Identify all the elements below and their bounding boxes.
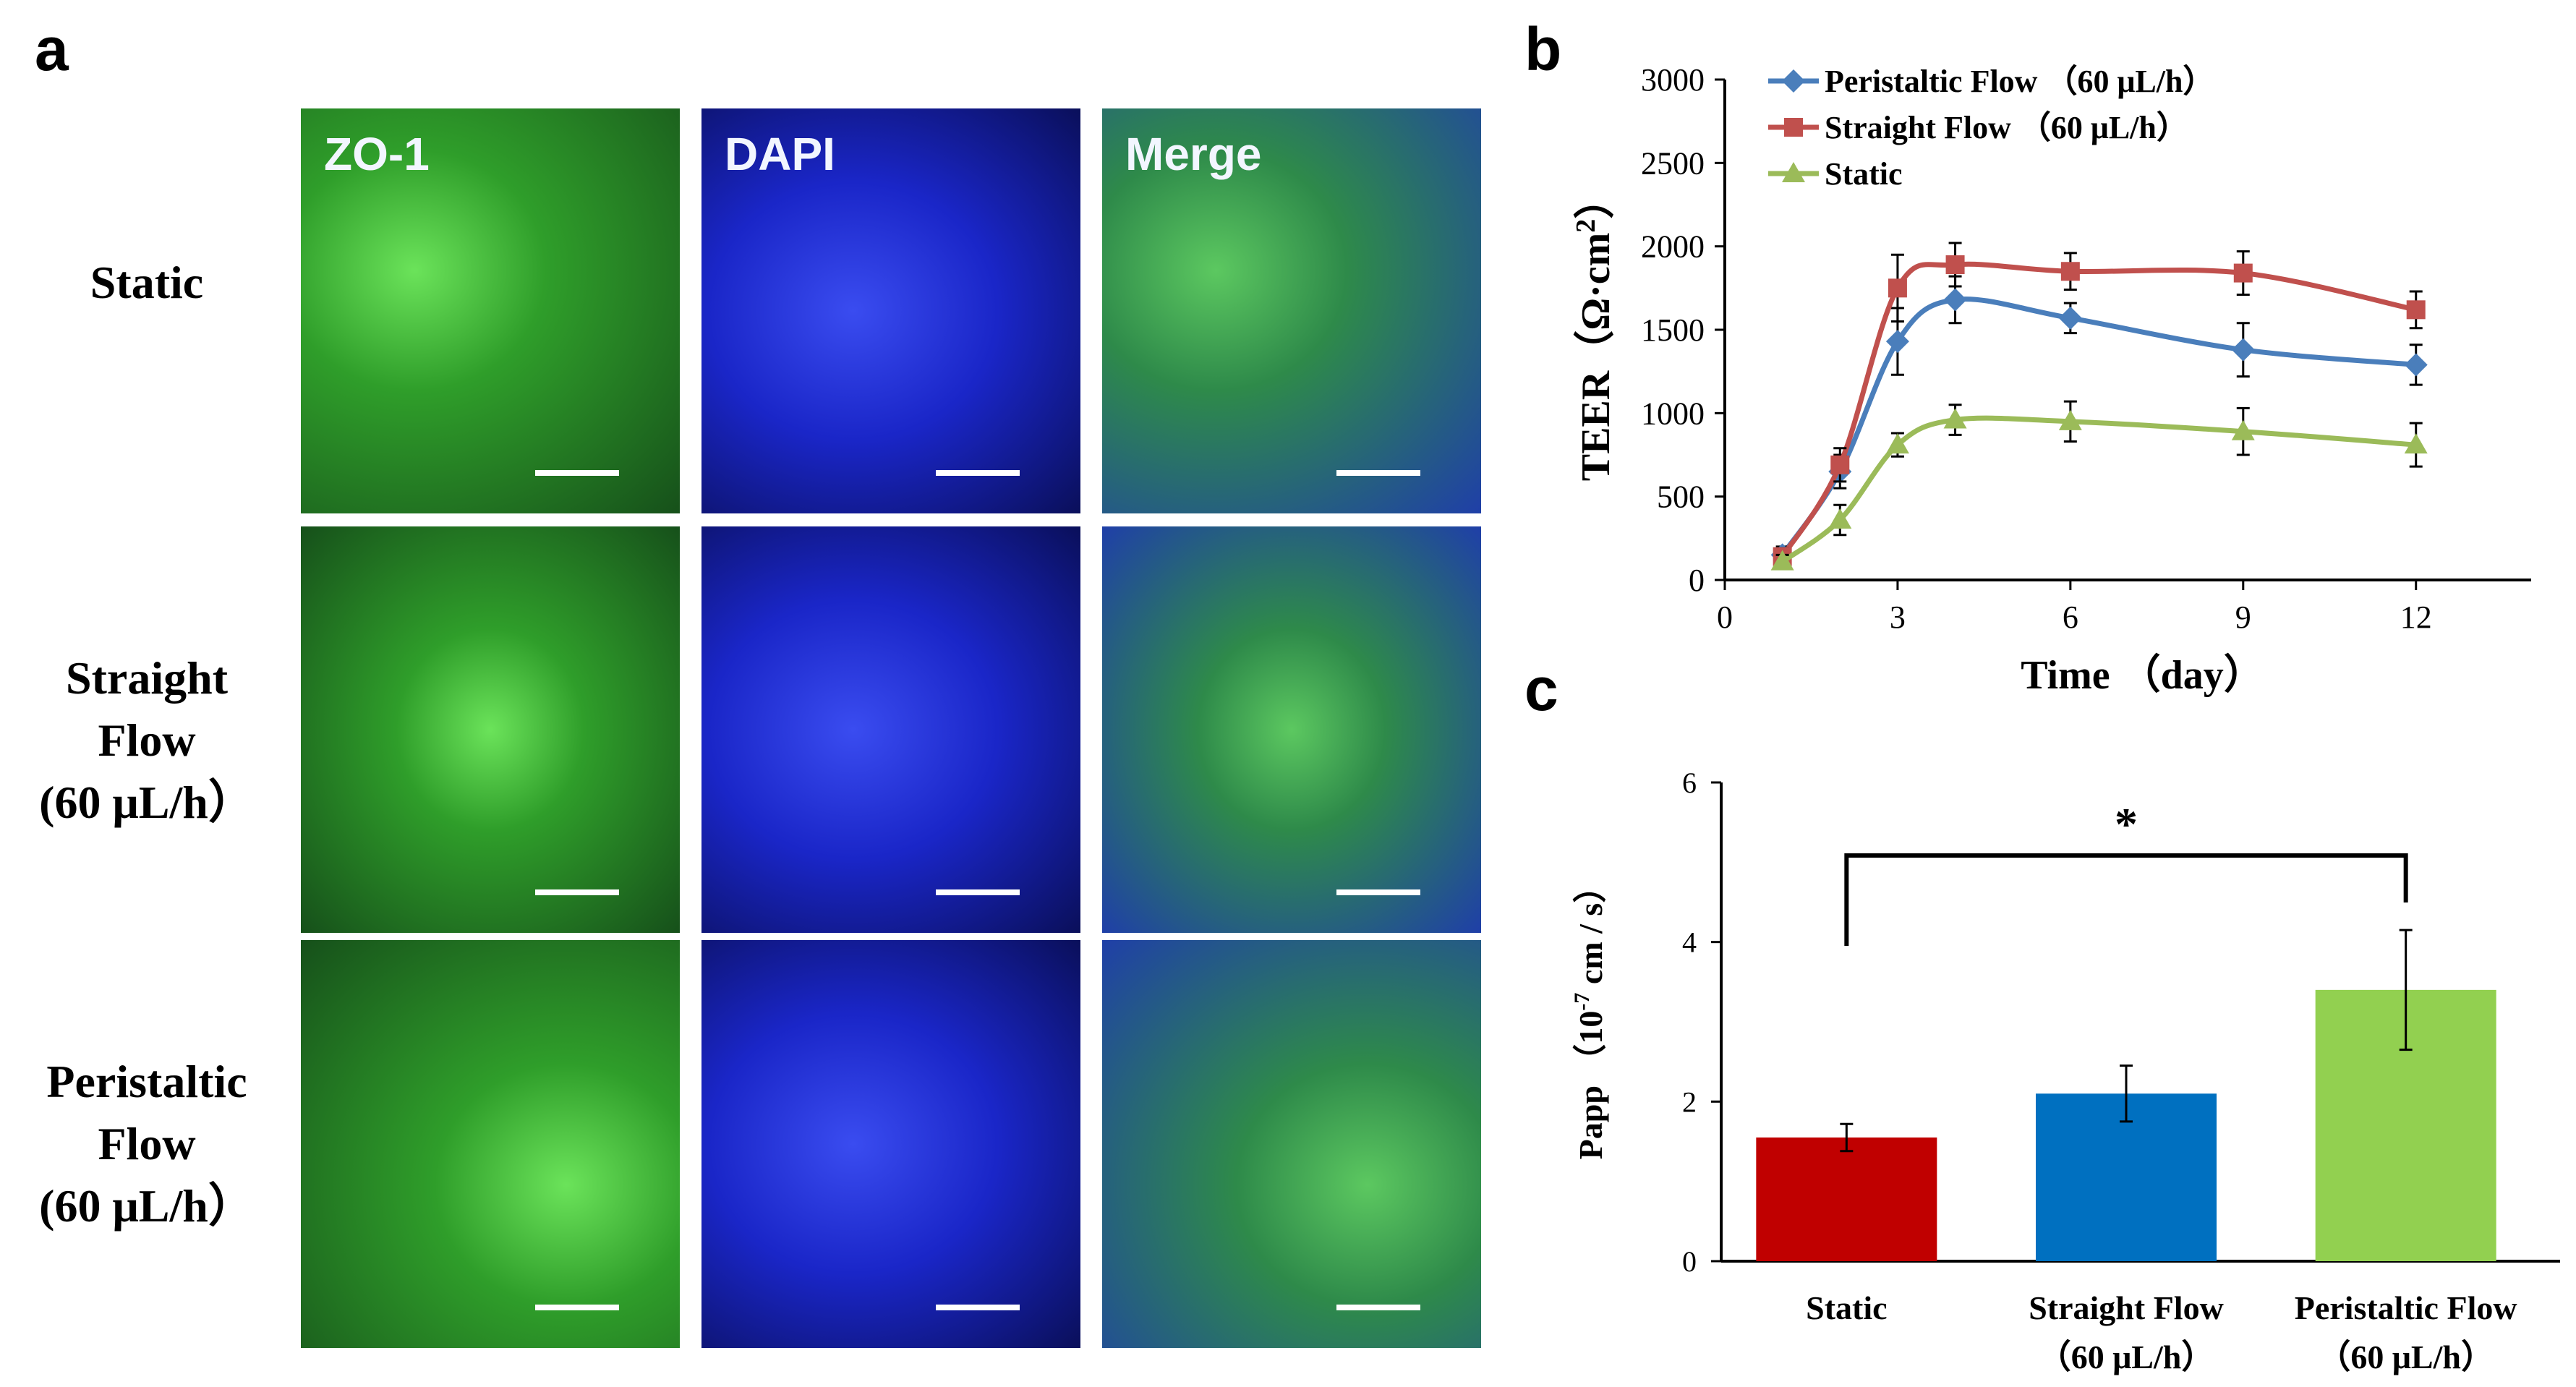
scale-bar bbox=[535, 470, 619, 476]
data-point bbox=[2231, 419, 2255, 440]
y-axis-title: TEER（Ω·cm2） bbox=[1571, 179, 1618, 482]
x-tick-label: 0 bbox=[1717, 599, 1733, 635]
scale-bar bbox=[936, 470, 1020, 476]
y-tick-label: 2000 bbox=[1641, 229, 1705, 265]
scale-bar bbox=[936, 1305, 1020, 1310]
scale-bar bbox=[1336, 889, 1420, 895]
panel-a-letter: a bbox=[35, 15, 69, 83]
data-point bbox=[1888, 278, 1907, 298]
data-point bbox=[1830, 455, 1850, 474]
x-axis-title: Time （day） bbox=[2021, 652, 2264, 698]
x-tick-label: 9 bbox=[2235, 599, 2251, 635]
data-point bbox=[1770, 550, 1794, 571]
category-label: Peristaltic Flow bbox=[2295, 1289, 2517, 1326]
micrograph-dapi-row-1: DAPI bbox=[701, 108, 1080, 513]
category-label: Straight Flow bbox=[2029, 1289, 2224, 1326]
scale-bar bbox=[1336, 470, 1420, 476]
y-tick-label: 0 bbox=[1682, 1245, 1697, 1278]
panel-b-letter: b bbox=[1524, 15, 1562, 83]
panel-c-letter: c bbox=[1524, 655, 1558, 723]
legend-label: Static bbox=[1825, 156, 1903, 192]
significance-star: * bbox=[2115, 798, 2138, 850]
row-label-static: Static bbox=[90, 257, 204, 308]
x-tick-label: 3 bbox=[1890, 599, 1906, 635]
data-point bbox=[2058, 306, 2082, 330]
legend-entry-3: Static bbox=[1768, 156, 1903, 192]
column-label-zo-1: ZO-1 bbox=[324, 128, 430, 180]
y-tick-label: 4 bbox=[1682, 926, 1697, 959]
data-point bbox=[1782, 69, 1805, 93]
data-point bbox=[1782, 162, 1805, 182]
x-tick-label: 12 bbox=[2400, 599, 2432, 635]
micrograph-zo-1-row-3 bbox=[301, 940, 680, 1348]
data-point bbox=[2231, 338, 2255, 362]
series-2 bbox=[1773, 242, 2426, 566]
row-label-peristaltic-flow: Peristaltic Flow (60 μL/h） bbox=[39, 1056, 255, 1232]
category-sublabel: （60 μL/h） bbox=[2317, 1339, 2494, 1375]
data-point bbox=[2404, 353, 2428, 377]
micrograph-merge-row-1: Merge bbox=[1102, 108, 1481, 513]
data-point bbox=[1943, 288, 1967, 312]
data-point bbox=[1945, 255, 1965, 275]
y-tick-label: 500 bbox=[1657, 479, 1705, 515]
papp-bar-chart: 0 2 4 6 Static Straight Flow （60 μL/h） Peristal… bbox=[1570, 767, 2560, 1375]
column-label-merge: Merge bbox=[1125, 128, 1262, 180]
micrograph-merge-row-2 bbox=[1102, 526, 1481, 933]
column-label-dapi: DAPI bbox=[725, 128, 835, 180]
y-tick-label: 0 bbox=[1689, 563, 1705, 598]
scale-bar bbox=[936, 889, 1020, 895]
y-tick-label: 1000 bbox=[1641, 396, 1705, 431]
y-tick-label: 2 bbox=[1682, 1085, 1697, 1118]
legend-label: Straight Flow （60 μL/h） bbox=[1825, 110, 2188, 145]
data-point bbox=[1943, 408, 1967, 429]
data-point bbox=[2058, 409, 2082, 430]
data-point bbox=[1885, 330, 1909, 354]
micrograph-zo-1-row-2 bbox=[301, 526, 680, 933]
x-tick-label: 6 bbox=[2063, 599, 2078, 635]
scale-bar bbox=[1336, 1305, 1420, 1310]
micrograph-dapi-row-3 bbox=[701, 940, 1080, 1348]
series-3 bbox=[1770, 400, 2428, 571]
legend-label: Peristaltic Flow （60 μL/h） bbox=[1825, 64, 2214, 99]
legend-entry-1: Peristaltic Flow （60 μL/h） bbox=[1768, 64, 2214, 99]
y-tick-label: 2500 bbox=[1641, 145, 1705, 181]
data-point bbox=[1784, 118, 1803, 137]
y-axis-title: Papp （10-7 cm / s） bbox=[1570, 870, 1609, 1160]
row-label-straight-flow: Straight Flow (60 μL/h） bbox=[39, 652, 255, 828]
micrograph-zo-1-row-1: ZO-1 bbox=[301, 108, 680, 513]
micrograph-merge-row-3 bbox=[1102, 940, 1481, 1348]
data-point bbox=[2233, 263, 2253, 283]
category-sublabel: （60 μL/h） bbox=[2038, 1339, 2215, 1375]
bar-1 bbox=[1756, 1137, 1937, 1261]
category-label: Static bbox=[1806, 1289, 1887, 1326]
data-point bbox=[2406, 300, 2426, 320]
data-point bbox=[1828, 508, 1852, 529]
micrograph-dapi-row-2 bbox=[701, 526, 1080, 933]
data-point bbox=[2060, 262, 2080, 281]
scale-bar bbox=[535, 889, 619, 895]
data-point bbox=[1885, 433, 1909, 454]
y-tick-label: 3000 bbox=[1641, 62, 1705, 98]
data-point bbox=[2404, 433, 2428, 454]
legend-entry-2: Straight Flow （60 μL/h） bbox=[1768, 110, 2188, 145]
y-tick-label: 1500 bbox=[1641, 312, 1705, 348]
scale-bar bbox=[535, 1305, 619, 1310]
series-line bbox=[1780, 261, 2417, 558]
teer-line-chart: 0 500 1000 1500 2000 2500 3000 0 3 6 9 12 Time （day）… bbox=[1571, 62, 2531, 698]
significance-bracket bbox=[1844, 853, 2408, 946]
y-tick-label: 6 bbox=[1682, 767, 1697, 799]
series-line bbox=[1780, 415, 2416, 564]
